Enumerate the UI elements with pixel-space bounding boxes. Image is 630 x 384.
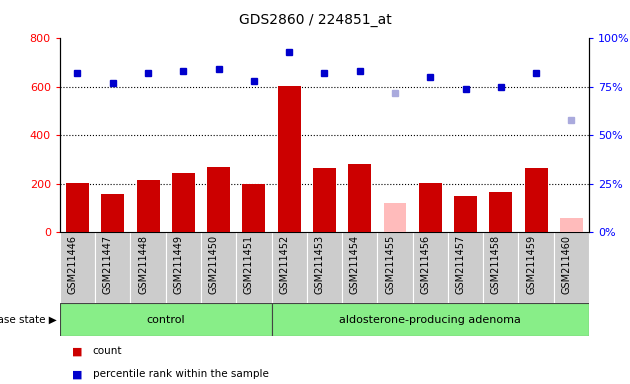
Text: GSM211455: GSM211455 bbox=[385, 235, 395, 295]
Bar bbox=[243, 184, 265, 232]
Bar bbox=[525, 168, 547, 232]
Text: GSM211456: GSM211456 bbox=[420, 235, 430, 294]
Text: GSM211454: GSM211454 bbox=[350, 235, 360, 294]
Bar bbox=[419, 183, 442, 232]
Bar bbox=[313, 168, 336, 232]
Bar bbox=[518, 232, 554, 303]
Bar bbox=[207, 167, 230, 232]
Bar bbox=[483, 232, 518, 303]
Bar bbox=[201, 232, 236, 303]
Bar bbox=[130, 232, 166, 303]
Text: GSM211457: GSM211457 bbox=[455, 235, 466, 295]
Bar bbox=[101, 194, 124, 232]
Bar bbox=[272, 303, 589, 336]
Text: percentile rank within the sample: percentile rank within the sample bbox=[93, 369, 268, 379]
Text: GSM211451: GSM211451 bbox=[244, 235, 254, 294]
Text: GSM211447: GSM211447 bbox=[103, 235, 113, 294]
Text: GSM211449: GSM211449 bbox=[173, 235, 183, 294]
Text: GSM211453: GSM211453 bbox=[314, 235, 324, 294]
Bar bbox=[560, 218, 583, 232]
Bar bbox=[554, 232, 589, 303]
Bar bbox=[60, 303, 272, 336]
Text: GSM211446: GSM211446 bbox=[67, 235, 77, 294]
Bar bbox=[413, 232, 448, 303]
Bar bbox=[60, 232, 95, 303]
Bar bbox=[166, 232, 201, 303]
Bar bbox=[348, 164, 371, 232]
Bar bbox=[66, 183, 89, 232]
Bar bbox=[172, 173, 195, 232]
Text: count: count bbox=[93, 346, 122, 356]
Text: GSM211450: GSM211450 bbox=[209, 235, 219, 294]
Bar bbox=[454, 196, 477, 232]
Bar bbox=[384, 203, 406, 232]
Text: ■: ■ bbox=[72, 369, 83, 379]
Text: GDS2860 / 224851_at: GDS2860 / 224851_at bbox=[239, 13, 391, 27]
Text: GSM211459: GSM211459 bbox=[526, 235, 536, 294]
Bar bbox=[342, 232, 377, 303]
Bar bbox=[272, 232, 307, 303]
Text: disease state ▶: disease state ▶ bbox=[0, 314, 57, 325]
Text: ■: ■ bbox=[72, 346, 83, 356]
Text: control: control bbox=[146, 314, 185, 325]
Bar bbox=[278, 86, 301, 232]
Bar bbox=[137, 180, 159, 232]
Bar bbox=[95, 232, 130, 303]
Bar bbox=[236, 232, 272, 303]
Bar bbox=[490, 192, 512, 232]
Bar bbox=[307, 232, 342, 303]
Bar bbox=[377, 232, 413, 303]
Bar bbox=[448, 232, 483, 303]
Text: GSM211452: GSM211452 bbox=[279, 235, 289, 295]
Text: GSM211458: GSM211458 bbox=[491, 235, 501, 294]
Text: aldosterone-producing adenoma: aldosterone-producing adenoma bbox=[340, 314, 521, 325]
Text: GSM211448: GSM211448 bbox=[138, 235, 148, 294]
Text: GSM211460: GSM211460 bbox=[561, 235, 571, 294]
